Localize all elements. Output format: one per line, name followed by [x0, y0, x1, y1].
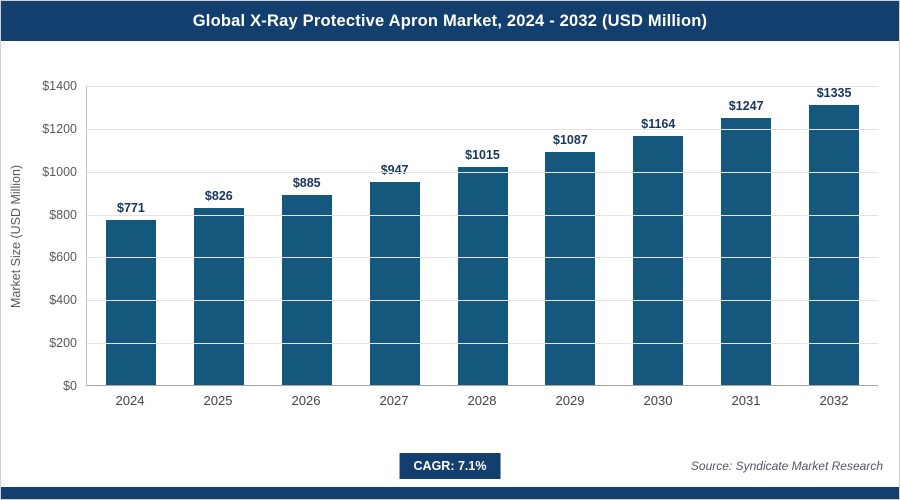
bar	[633, 136, 684, 385]
bar-value-label: $885	[292, 176, 321, 190]
chart-title: Global X-Ray Protective Apron Market, 20…	[192, 11, 708, 30]
x-axis-labels: 2024 2025 2026 2027 2028 2029 2030 2031 2032	[86, 393, 878, 408]
bar-group: $1335	[790, 86, 878, 385]
chart-footer: CAGR: 7.1% Source: Syndicate Market Rese…	[1, 449, 899, 485]
bar	[105, 220, 156, 385]
source-text: Source: Syndicate Market Research	[690, 459, 883, 473]
bar-value-label: $1164	[641, 117, 676, 131]
bottom-bar	[1, 487, 899, 499]
chart-area: Market Size (USD Million) $771 $826 $885 $9…	[1, 41, 899, 421]
x-axis-label: 2028	[467, 393, 497, 408]
y-tick-label: $600	[49, 250, 77, 265]
gridline	[87, 86, 878, 87]
bar-group: $885	[263, 86, 351, 385]
gridline	[87, 257, 878, 259]
x-axis-label: 2029	[555, 393, 585, 408]
bar-group: $1164	[614, 86, 702, 385]
y-tick-label: $1400	[42, 79, 77, 93]
bar-value-label: $1247	[728, 99, 764, 113]
y-tick-label: $1200	[42, 121, 77, 136]
chart-title-bar: Global X-Ray Protective Apron Market, 20…	[1, 1, 899, 41]
bar-value-label: $1015	[465, 148, 500, 162]
plot-area: $771 $826 $885 $947 $1015 $1087 $1164 $1247 $133…	[42, 79, 878, 393]
x-axis-label: 2030	[643, 393, 673, 408]
x-axis-label: 2031	[731, 393, 761, 408]
bar	[809, 105, 860, 385]
y-tick-label: $800	[49, 207, 77, 222]
bar-value-label: $1087	[553, 133, 588, 147]
bar	[721, 118, 772, 385]
x-axis-label: 2024	[115, 393, 145, 408]
bar	[369, 182, 420, 385]
bar	[457, 167, 508, 385]
bar-value-label: $771	[117, 201, 145, 215]
bar-group: $771	[87, 86, 175, 385]
bar-group: $1087	[526, 86, 614, 385]
gridline	[87, 214, 878, 216]
y-tick-label: $400	[49, 293, 77, 308]
gridline	[87, 128, 878, 130]
bar-group: $1015	[439, 86, 527, 385]
x-axis-label: 2025	[203, 393, 233, 408]
bar-value-label: $826	[204, 189, 233, 203]
y-axis-title: Market Size (USD Million)	[9, 164, 23, 308]
x-axis-label: 2027	[379, 393, 409, 408]
cagr-badge: CAGR: 7.1%	[399, 453, 501, 479]
gridline	[87, 300, 878, 302]
gridline	[87, 343, 878, 345]
bar-group: $1247	[702, 86, 790, 385]
x-axis-label: 2026	[291, 393, 321, 408]
bar	[281, 195, 332, 385]
bar	[545, 152, 596, 385]
x-axis-label: 2032	[819, 393, 849, 408]
gridline	[87, 171, 878, 173]
bars-container: $771 $826 $885 $947 $1015 $1087 $1164 $1247 $133…	[87, 86, 878, 385]
bar-value-label: $1335	[816, 86, 852, 100]
y-tick-label: $1000	[42, 164, 77, 179]
bar	[193, 208, 244, 385]
bar-value-label: $947	[380, 163, 409, 177]
bar-group: $826	[175, 86, 263, 385]
y-tick-label: $200	[49, 336, 77, 351]
y-tick-label: $0	[63, 379, 77, 393]
bar-group: $947	[351, 86, 439, 385]
